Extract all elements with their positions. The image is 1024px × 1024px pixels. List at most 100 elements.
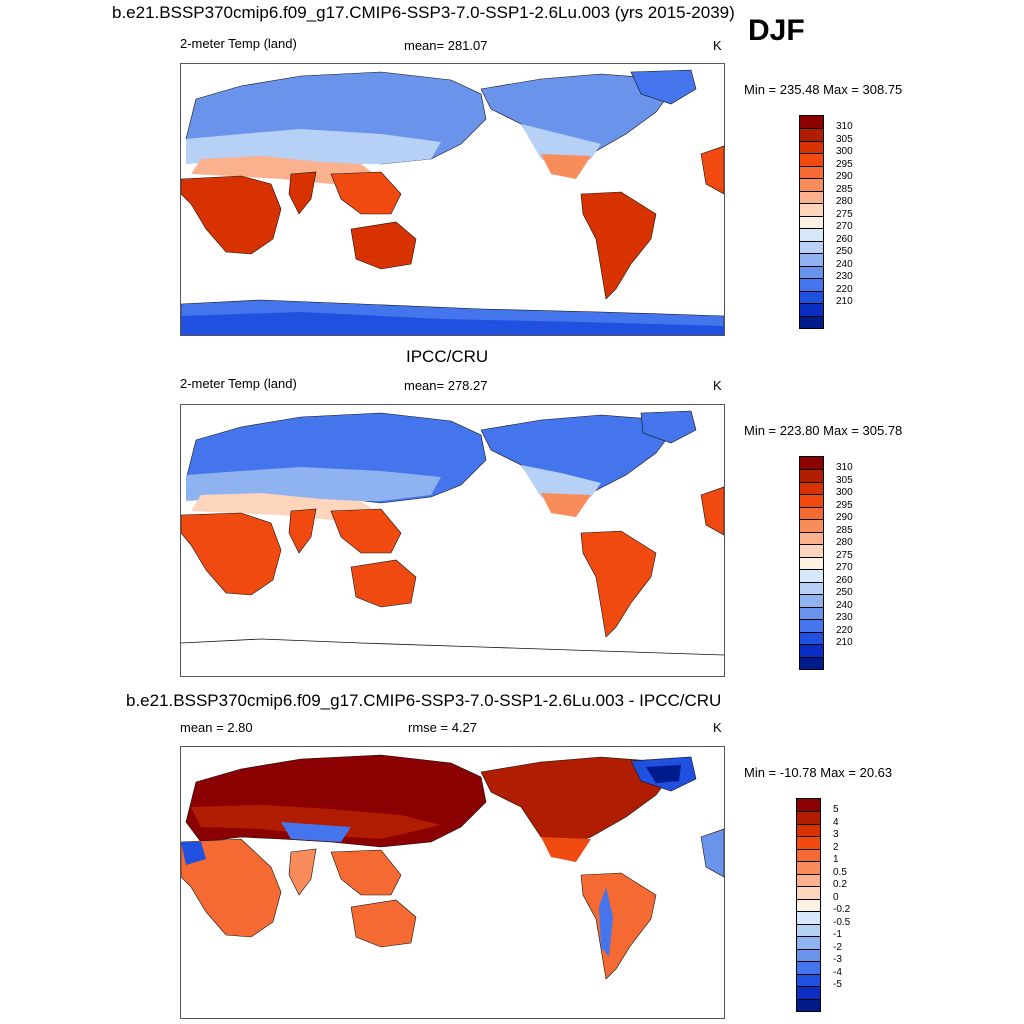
panel2-colorbar-cell <box>800 544 823 557</box>
panel1-colorbar-tick-label: 300 <box>836 146 853 158</box>
panel1-colorbar-cell <box>800 290 823 304</box>
panel3-colorbar-tick-label: -0.5 <box>833 916 851 928</box>
panel2-colorbar-tick-label: 210 <box>836 637 853 649</box>
panel3-colorbar-tick-label: -1 <box>833 929 842 941</box>
panel2-colorbar <box>799 456 824 670</box>
panel1-colorbar <box>799 115 824 329</box>
panel3-colorbar-cell <box>797 948 820 962</box>
panel2-colorbar-cell <box>800 506 823 520</box>
panel3-colorbar-tick-label: -5 <box>833 979 842 991</box>
panel3-colorbar-tick-label: 2 <box>833 841 839 853</box>
panel1-colorbar-cell <box>800 253 823 266</box>
panel3-colorbar-cell <box>797 886 820 899</box>
panel3-colorbar-tick-label: 0 <box>833 891 839 903</box>
panel1-colorbar-cell <box>800 116 823 129</box>
panel2-colorbar-cell <box>800 656 823 669</box>
panel2-colorbar-cell <box>800 457 823 470</box>
panel2-colorbar-tick-label: 220 <box>836 624 853 636</box>
panel2-colorbar-tick-label: 230 <box>836 612 853 624</box>
panel2-mean-label: mean= 278.27 <box>404 378 488 393</box>
panel3-colorbar-tick-label: 3 <box>833 829 839 841</box>
panel3-mean-label: mean = 2.80 <box>180 720 253 735</box>
panel3-colorbar-tick-label: 1 <box>833 854 839 866</box>
panel1-colorbar-cell <box>800 190 823 204</box>
panel1-colorbar-cell <box>800 140 823 154</box>
panel1-colorbar-cell <box>800 265 823 279</box>
panel2-colorbar-tick-label: 310 <box>836 462 853 474</box>
panel3-rmse-label: rmse = 4.27 <box>408 720 478 735</box>
panel3-colorbar-cell <box>797 861 820 874</box>
panel1-colorbar-tick-label: 280 <box>836 196 853 208</box>
panel2-title: IPCC/CRU <box>406 347 489 366</box>
panel2-colorbar-cell <box>800 494 823 507</box>
panel3-colorbar-cell <box>797 811 820 824</box>
panel2-colorbar-cell <box>800 469 823 482</box>
panel1-map-field <box>181 69 724 335</box>
panel3-colorbar-tick-label: -3 <box>833 954 842 966</box>
panel1-minmax-label: Min = 235.48 Max = 308.75 <box>744 82 903 97</box>
panel3-colorbar-cell <box>797 799 820 812</box>
panel1-colorbar-tick-label: 210 <box>836 296 853 308</box>
panel1-colorbar-cell <box>800 215 823 229</box>
panel2-colorbar-tick-label: 300 <box>836 487 853 499</box>
panel1-map <box>180 63 725 336</box>
panel1-colorbar-tick-label: 305 <box>836 133 853 145</box>
panel2-colorbar-tick-label: 290 <box>836 512 853 524</box>
panel2-colorbar-tick-label: 240 <box>836 599 853 611</box>
panel3-colorbar-tick-label: 0.5 <box>833 866 847 878</box>
panel3-colorbar-cell <box>797 823 820 837</box>
panel2-colorbar-cell <box>800 519 823 532</box>
panel2-colorbar-cell <box>800 606 823 620</box>
panel3-colorbar-cell <box>797 836 820 849</box>
panel3-colorbar-cell <box>797 986 820 999</box>
panel3-colorbar-tick-label: -2 <box>833 941 842 953</box>
panel2-colorbar-cell <box>800 619 823 632</box>
panel2-colorbar-cell <box>800 531 823 545</box>
panel1-colorbar-tick-label: 220 <box>836 283 853 295</box>
panel2-colorbar-tick-label: 280 <box>836 537 853 549</box>
panel2-minmax-label: Min = 223.80 Max = 305.78 <box>744 423 903 438</box>
panel2-colorbar-tick-label: 285 <box>836 524 853 536</box>
panel1-colorbar-cell <box>800 128 823 141</box>
panel1-colorbar-tick-label: 240 <box>836 258 853 270</box>
panel1-colorbar-tick-label: 230 <box>836 271 853 283</box>
panel2-colorbar-cell <box>800 631 823 645</box>
panel2-colorbar-cell <box>800 644 823 657</box>
panel3-colorbar <box>796 798 821 1012</box>
panel2-variable-label: 2-meter Temp (land) <box>180 376 297 391</box>
panel1-colorbar-cell <box>800 153 823 166</box>
panel1-colorbar-tick-label: 285 <box>836 183 853 195</box>
panel1-colorbar-cell <box>800 303 823 316</box>
panel3-colorbar-cell <box>797 961 820 974</box>
panel3-colorbar-tick-label: -4 <box>833 966 842 978</box>
panel2-colorbar-cell <box>800 481 823 495</box>
panel3-colorbar-tick-label: -0.2 <box>833 904 851 916</box>
panel1-colorbar-tick-label: 290 <box>836 171 853 183</box>
panel2-map-field <box>181 410 724 656</box>
panel2-colorbar-cell <box>800 569 823 582</box>
panel1-colorbar-cell <box>800 203 823 216</box>
panel1-colorbar-cell <box>800 315 823 328</box>
panel3-colorbar-cell <box>797 936 820 949</box>
panel1-colorbar-tick-label: 260 <box>836 233 853 245</box>
panel3-colorbar-cell <box>797 898 820 912</box>
panel3-colorbar-cell <box>797 998 820 1011</box>
panel2-colorbar-cell <box>800 581 823 595</box>
panel1-colorbar-tick-label: 250 <box>836 246 853 258</box>
panel2-colorbar-tick-label: 270 <box>836 562 853 574</box>
panel1-mean-label: mean= 281.07 <box>404 38 488 53</box>
panel3-colorbar-cell <box>797 911 820 924</box>
panel3-colorbar-tick-label: 0.2 <box>833 879 847 891</box>
panel1-colorbar-tick-label: 310 <box>836 121 853 133</box>
season-label: DJF <box>748 14 805 47</box>
panel3-units-label: K <box>713 720 722 735</box>
panel3-colorbar-cell <box>797 848 820 862</box>
panel2-colorbar-tick-label: 275 <box>836 549 853 561</box>
panel2-colorbar-tick-label: 260 <box>836 574 853 586</box>
panel1-colorbar-cell <box>800 278 823 291</box>
panel1-colorbar-tick-label: 275 <box>836 208 853 220</box>
panel2-map <box>180 404 725 677</box>
panel2-colorbar-tick-label: 295 <box>836 499 853 511</box>
panel3-colorbar-cell <box>797 973 820 987</box>
panel3-minmax-label: Min = -10.78 Max = 20.63 <box>744 765 893 780</box>
